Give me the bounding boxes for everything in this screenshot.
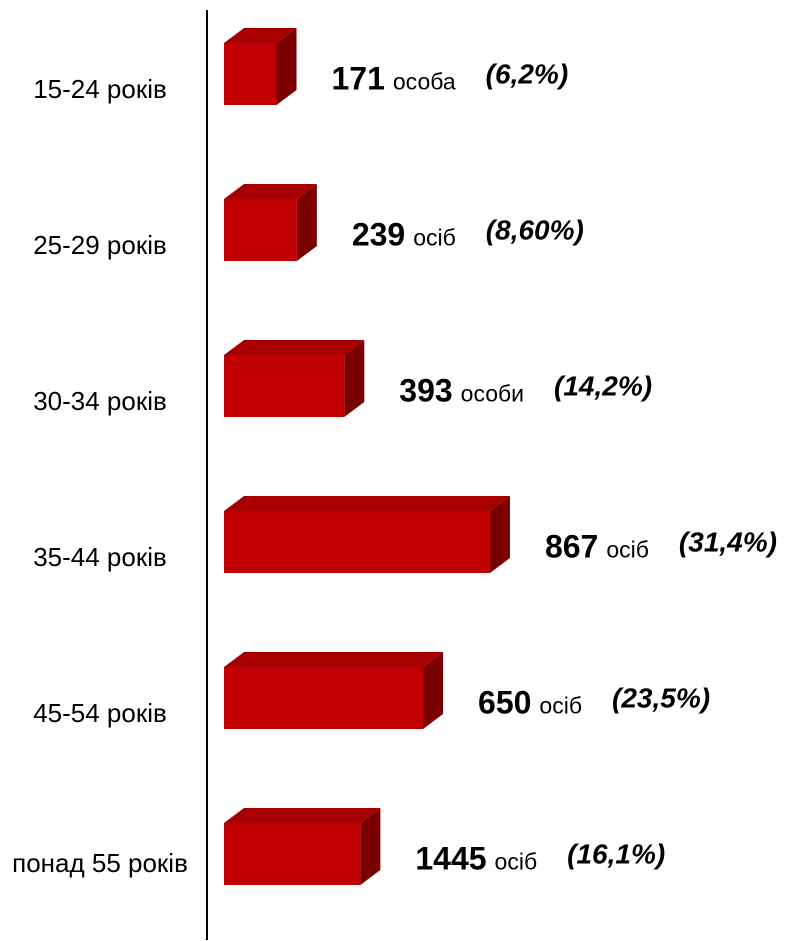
bar-side [489, 496, 510, 573]
category-label: 15-24 років [33, 74, 167, 104]
bar [224, 184, 317, 261]
value-label: 171 особа (6,2%) [331, 58, 569, 98]
bar [224, 652, 444, 729]
category-label: 35-44 років [33, 542, 167, 572]
value-label: 867 осіб (31,4%) [544, 526, 777, 566]
category-label: 30-34 років [33, 386, 167, 416]
bar-front [224, 199, 297, 261]
bar-top [224, 652, 444, 667]
bar-side [344, 340, 365, 417]
value-label: 239 осіб (8,60%) [351, 214, 584, 254]
count-label: 650 [478, 684, 532, 721]
value-label: 650 осіб (23,5%) [478, 682, 711, 722]
percent-label: (8,60%) [485, 214, 584, 246]
value-label: 393 особи (14,2%) [399, 370, 653, 410]
bar-front [224, 511, 490, 573]
unit-label: особи [460, 380, 525, 407]
bar-side [276, 28, 297, 105]
bar [224, 496, 510, 573]
bar [224, 28, 297, 105]
count-label: 171 [331, 60, 385, 97]
bar-side [360, 808, 381, 885]
bar-side [296, 184, 317, 261]
percent-label: (14,2%) [554, 370, 653, 402]
bar [224, 808, 381, 885]
bar-front [224, 43, 277, 105]
percent-label: (16,1%) [567, 838, 666, 870]
value-label: 1445 осіб (16,1%) [415, 838, 666, 878]
count-label: 867 [544, 528, 599, 565]
category-label: 45-54 років [33, 698, 167, 728]
category-label: 25-29 років [33, 230, 167, 260]
bar-top [224, 184, 317, 199]
unit-label: особа [392, 68, 456, 95]
unit-label: осіб [413, 224, 456, 251]
count-label: 1445 [415, 840, 487, 877]
bar-top [224, 340, 365, 355]
unit-label: осіб [606, 536, 649, 563]
unit-label: осіб [494, 848, 538, 875]
bar-top [224, 808, 381, 823]
bar-side [423, 652, 444, 729]
bar-front [224, 355, 345, 417]
bar-top [224, 496, 510, 511]
category-label: понад 55 років [12, 848, 188, 878]
bar-front [224, 667, 424, 729]
bar [224, 340, 365, 417]
bar-top [224, 28, 297, 43]
unit-label: осіб [539, 692, 582, 719]
bar-front [224, 823, 361, 885]
percent-label: (31,4%) [678, 526, 777, 558]
count-label: 239 [351, 216, 406, 253]
count-label: 393 [399, 372, 453, 409]
percent-label: (23,5%) [612, 682, 711, 714]
percent-label: (6,2%) [485, 58, 569, 90]
